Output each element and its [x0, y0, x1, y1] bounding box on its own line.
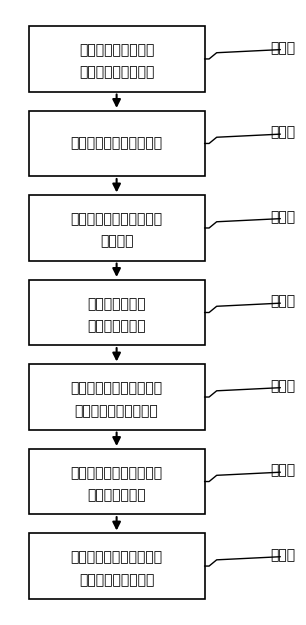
Text: 步骤四: 步骤四	[271, 294, 296, 308]
Text: 步骤五: 步骤五	[271, 379, 296, 393]
Text: 仿真设置: 仿真设置	[100, 234, 133, 249]
Text: 引入临域搜索算法，用矢: 引入临域搜索算法，用矢	[71, 381, 163, 395]
FancyBboxPatch shape	[29, 111, 204, 176]
Text: 量力表示乘客受力特征: 量力表示乘客受力特征	[75, 404, 159, 418]
Text: 获取上下车行为特征: 获取上下车行为特征	[79, 66, 154, 79]
Text: 步骤三: 步骤三	[271, 210, 296, 224]
Text: 步骤一: 步骤一	[271, 41, 296, 55]
Text: 步骤六: 步骤六	[271, 463, 296, 478]
FancyBboxPatch shape	[29, 449, 204, 514]
FancyBboxPatch shape	[29, 196, 204, 261]
Text: 步骤七: 步骤七	[271, 548, 296, 562]
Text: 引入规避碰撞判定规则，: 引入规避碰撞判定规则，	[71, 551, 163, 564]
Text: 步骤二: 步骤二	[271, 125, 296, 139]
Text: 修正社会作用力: 修正社会作用力	[87, 488, 146, 502]
Text: 设置乘客的生成: 设置乘客的生成	[87, 297, 146, 311]
Text: 对公交车的到站规律进行: 对公交车的到站规律进行	[71, 213, 163, 226]
Text: 分布和运动规则: 分布和运动规则	[87, 319, 146, 333]
FancyBboxPatch shape	[29, 533, 204, 599]
Text: 提前判别碰撞可能性: 提前判别碰撞可能性	[79, 572, 154, 587]
FancyBboxPatch shape	[29, 280, 204, 345]
Text: 引入视野遮挡判定规则，: 引入视野遮挡判定规则，	[71, 466, 163, 480]
FancyBboxPatch shape	[29, 26, 204, 92]
FancyBboxPatch shape	[29, 364, 204, 429]
Text: 拍摄公交乘客流视频: 拍摄公交乘客流视频	[79, 43, 154, 58]
Text: 对场景进行方形网格分割: 对场景进行方形网格分割	[71, 136, 163, 151]
